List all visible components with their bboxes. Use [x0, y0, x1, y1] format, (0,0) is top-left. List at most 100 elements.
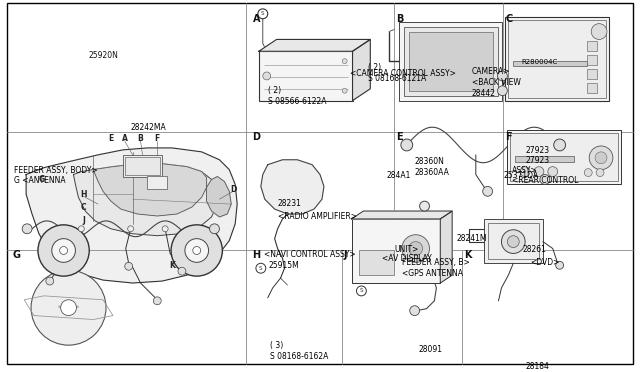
Polygon shape: [440, 211, 452, 283]
Text: H: H: [253, 250, 260, 260]
Bar: [508, 130, 621, 185]
Circle shape: [162, 226, 168, 232]
Circle shape: [193, 247, 201, 254]
Circle shape: [540, 174, 550, 185]
Bar: [259, 51, 353, 100]
Circle shape: [125, 262, 132, 270]
Text: FEEDER ASSY, B>: FEEDER ASSY, B>: [402, 259, 470, 267]
Text: F: F: [505, 132, 511, 142]
Text: <RADIO AMPLIFIER>: <RADIO AMPLIFIER>: [278, 212, 356, 221]
Text: 28184: 28184: [525, 362, 549, 371]
Bar: [588, 69, 597, 79]
Polygon shape: [261, 160, 324, 214]
Bar: [125, 157, 160, 174]
Text: 25915M: 25915M: [269, 262, 300, 270]
Text: 28360N: 28360N: [415, 157, 445, 166]
Text: ( 2): ( 2): [369, 63, 381, 72]
Circle shape: [554, 139, 566, 151]
Text: <AV DISPLAY: <AV DISPLAY: [382, 254, 431, 263]
Text: D: D: [230, 185, 236, 194]
Text: FEEDER ASSY, BODY>: FEEDER ASSY, BODY>: [14, 166, 98, 175]
Text: 28241M: 28241M: [456, 234, 486, 243]
Polygon shape: [353, 39, 371, 100]
Circle shape: [356, 286, 366, 296]
Bar: [351, 219, 440, 283]
Circle shape: [420, 201, 429, 211]
Circle shape: [595, 152, 607, 164]
Text: S: S: [360, 288, 363, 294]
Text: S 08168-6162A: S 08168-6162A: [269, 352, 328, 361]
Polygon shape: [93, 164, 207, 216]
Circle shape: [497, 71, 508, 81]
Text: 28261: 28261: [522, 244, 546, 254]
Text: A: A: [253, 14, 260, 24]
Bar: [409, 32, 493, 91]
Circle shape: [410, 306, 420, 315]
Circle shape: [596, 169, 604, 177]
Polygon shape: [351, 211, 452, 219]
Text: J: J: [344, 250, 348, 260]
Circle shape: [483, 186, 493, 196]
Circle shape: [502, 230, 525, 253]
Text: D: D: [253, 132, 260, 142]
Circle shape: [154, 297, 161, 305]
Circle shape: [534, 167, 544, 177]
Circle shape: [591, 24, 607, 39]
Polygon shape: [207, 177, 231, 217]
Circle shape: [178, 267, 186, 275]
Circle shape: [52, 239, 76, 262]
Text: F: F: [155, 134, 160, 142]
Text: S 08566-6122A: S 08566-6122A: [268, 97, 326, 106]
Circle shape: [409, 241, 422, 256]
Bar: [506, 17, 609, 100]
Circle shape: [584, 169, 592, 177]
Bar: [484, 219, 543, 263]
Bar: [588, 83, 597, 93]
Text: K: K: [464, 250, 472, 260]
Text: S 08168-6121A: S 08168-6121A: [369, 74, 427, 83]
Text: 28231: 28231: [278, 199, 301, 208]
Bar: [588, 41, 597, 51]
Text: <GPS ANTENNA: <GPS ANTENNA: [402, 269, 463, 278]
Circle shape: [46, 277, 54, 285]
Circle shape: [401, 139, 413, 151]
Bar: [147, 176, 167, 189]
Text: S: S: [261, 11, 264, 16]
Text: 28242MA: 28242MA: [131, 123, 166, 132]
Text: R280004C: R280004C: [521, 59, 557, 65]
Bar: [404, 27, 497, 96]
Circle shape: [556, 262, 564, 269]
Text: 25371DA: 25371DA: [504, 171, 538, 180]
Circle shape: [78, 226, 84, 232]
Bar: [399, 22, 502, 100]
Text: B: B: [138, 134, 143, 142]
Text: 28442: 28442: [472, 89, 496, 98]
Text: UNIT>: UNIT>: [395, 244, 419, 254]
Text: 27923: 27923: [525, 156, 549, 165]
Text: C: C: [505, 14, 512, 24]
Circle shape: [128, 226, 134, 232]
Bar: [588, 55, 597, 65]
Circle shape: [520, 167, 530, 177]
Text: G: G: [39, 175, 45, 184]
Bar: [513, 61, 588, 66]
Circle shape: [31, 270, 106, 345]
Circle shape: [185, 239, 209, 262]
Text: <REAR CONTROL: <REAR CONTROL: [512, 176, 579, 185]
Circle shape: [60, 247, 68, 254]
Text: 25920N: 25920N: [88, 51, 118, 60]
Circle shape: [497, 86, 508, 96]
Circle shape: [548, 167, 557, 177]
Bar: [508, 20, 606, 97]
Text: E: E: [396, 132, 403, 142]
Text: B: B: [396, 14, 404, 24]
Circle shape: [342, 59, 347, 64]
Text: S: S: [259, 266, 262, 271]
Text: J: J: [82, 217, 84, 225]
Circle shape: [256, 263, 266, 273]
Text: A: A: [122, 134, 127, 142]
Text: ( 2): ( 2): [268, 86, 281, 95]
Text: G: G: [13, 250, 20, 260]
Text: 284A1: 284A1: [386, 171, 410, 180]
Text: ( 3): ( 3): [269, 341, 283, 350]
